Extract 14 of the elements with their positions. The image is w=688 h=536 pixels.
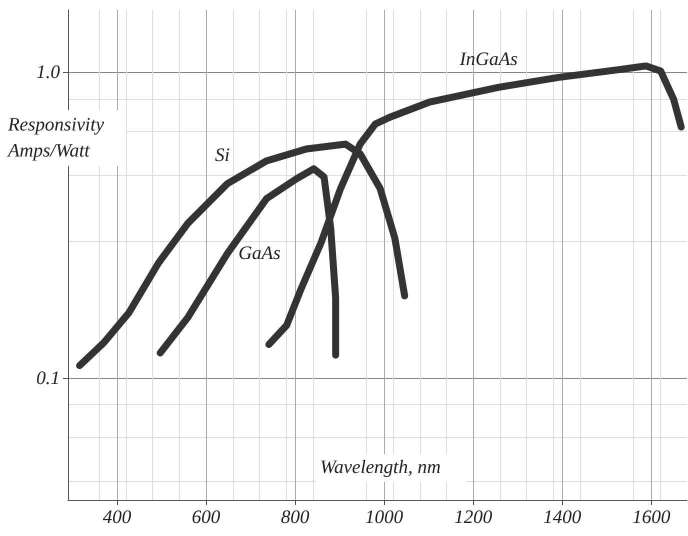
x-tick-label: 400: [102, 507, 132, 528]
y-axis-title: Responsivity Amps/Watt: [6, 114, 105, 162]
x-tick-label: 800: [280, 507, 310, 528]
series-label: GaAs: [238, 242, 281, 264]
x-tick-label: 600: [192, 507, 221, 528]
y-tick-label: 0.1: [36, 368, 60, 389]
y-tick-label: 1.0: [36, 62, 60, 83]
x-axis-title: Wavelength, nm: [320, 457, 441, 478]
x-tick-label: 1200: [454, 507, 493, 528]
x-tick-label: 1600: [632, 507, 671, 528]
x-tick-label: 1400: [543, 507, 582, 528]
x-tick-label: 1000: [365, 507, 404, 528]
series-label: Si: [215, 145, 230, 166]
series-label: InGaAs: [458, 48, 518, 70]
